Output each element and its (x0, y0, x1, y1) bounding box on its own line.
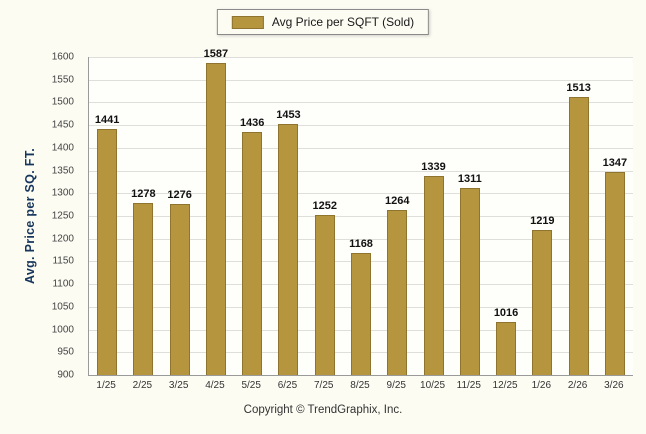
plot-area: 1441 1278 1276 1587 1436 1453 1252 1168 1264 1339… (88, 48, 633, 376)
x-tick-label: 4/25 (205, 380, 225, 391)
bar (205, 62, 226, 375)
bar (387, 209, 408, 375)
gridline (89, 238, 633, 240)
bar-value-label: 1339 (421, 160, 446, 173)
x-tick-label: 9/25 (386, 380, 406, 391)
y-axis: 900 950 1000 1050 1100 1150 1200 1250 1300 1350 14… (0, 52, 82, 381)
legend: Avg Price per SQFT (Sold) (216, 9, 430, 35)
bar-value-label: 1252 (312, 200, 337, 213)
bar-value-label: 1587 (203, 47, 229, 60)
y-tick-label: 1600 (51, 51, 74, 63)
bar-value-label: 1436 (239, 116, 265, 129)
x-tick-label: 2/25 (132, 380, 153, 391)
x-tick-label: 10/25 (420, 380, 446, 391)
gridline (89, 216, 633, 217)
x-tick-label: 1/26 (531, 380, 552, 391)
bar (314, 215, 335, 375)
legend-label: Avg Price per SQFT (Sold) (271, 15, 415, 29)
y-tick-label: 1300 (51, 187, 74, 199)
gridline (89, 57, 633, 58)
y-tick-label: 1500 (51, 96, 74, 108)
bar (278, 123, 299, 375)
x-tick-label: 12/25 (492, 380, 518, 391)
legend-swatch-icon (231, 15, 264, 29)
copyright: Copyright © TrendGraphix, Inc. (243, 404, 403, 416)
bar-value-label: 1513 (566, 81, 591, 94)
x-tick-label: 8/25 (350, 380, 370, 391)
gridline (89, 147, 633, 149)
x-tick-label: 3/25 (168, 380, 189, 391)
bar-value-label: 1453 (276, 108, 301, 121)
bar (133, 203, 154, 375)
bar-value-label: 1311 (457, 173, 482, 186)
bar-value-label: 1168 (349, 238, 373, 251)
gridline (89, 125, 633, 127)
gridline (89, 102, 633, 104)
x-tick-label: 2/26 (567, 380, 588, 391)
y-tick-label: 1000 (51, 324, 74, 336)
x-tick-label: 6/25 (277, 380, 298, 391)
y-tick-label: 950 (57, 346, 74, 358)
y-tick-label: 1050 (51, 301, 74, 313)
x-axis: 1/25 2/25 3/25 4/25 5/25 6/25 7/25 8/25 9/25 10/2… (88, 380, 632, 394)
bar-value-label: 1278 (131, 188, 156, 201)
bar-value-label: 1347 (602, 156, 628, 169)
x-tick-label: 3/26 (604, 380, 624, 391)
bar-value-label: 1219 (530, 215, 555, 228)
y-tick-label: 1200 (51, 233, 74, 245)
bar (423, 175, 444, 375)
y-tick-label: 1150 (52, 255, 74, 267)
bar-value-label: 1276 (167, 189, 192, 202)
bar-value-label: 1016 (493, 307, 519, 320)
bar-value-label: 1264 (385, 194, 410, 207)
y-tick-label: 900 (57, 369, 74, 381)
x-tick-label: 1/25 (96, 380, 116, 391)
y-tick-label: 1450 (51, 119, 74, 131)
bar (97, 129, 118, 375)
x-tick-label: 11/25 (456, 380, 481, 391)
bar (459, 188, 480, 375)
x-tick-label: 5/25 (241, 380, 261, 391)
y-tick-label: 1400 (51, 142, 74, 154)
y-tick-label: 1350 (51, 165, 74, 177)
x-tick-label: 7/25 (313, 380, 334, 391)
bar (568, 96, 589, 375)
bar (496, 322, 517, 375)
bar-value-label: 1441 (94, 114, 120, 127)
gridline (89, 170, 633, 172)
bar (242, 131, 263, 375)
bar (169, 204, 190, 375)
y-tick-label: 1100 (52, 278, 74, 290)
gridline (89, 193, 633, 195)
bar (351, 253, 371, 375)
bar (532, 230, 553, 375)
gridline (89, 79, 633, 81)
y-tick-label: 1550 (51, 74, 74, 86)
bar (604, 171, 625, 375)
y-tick-label: 1250 (51, 210, 74, 222)
